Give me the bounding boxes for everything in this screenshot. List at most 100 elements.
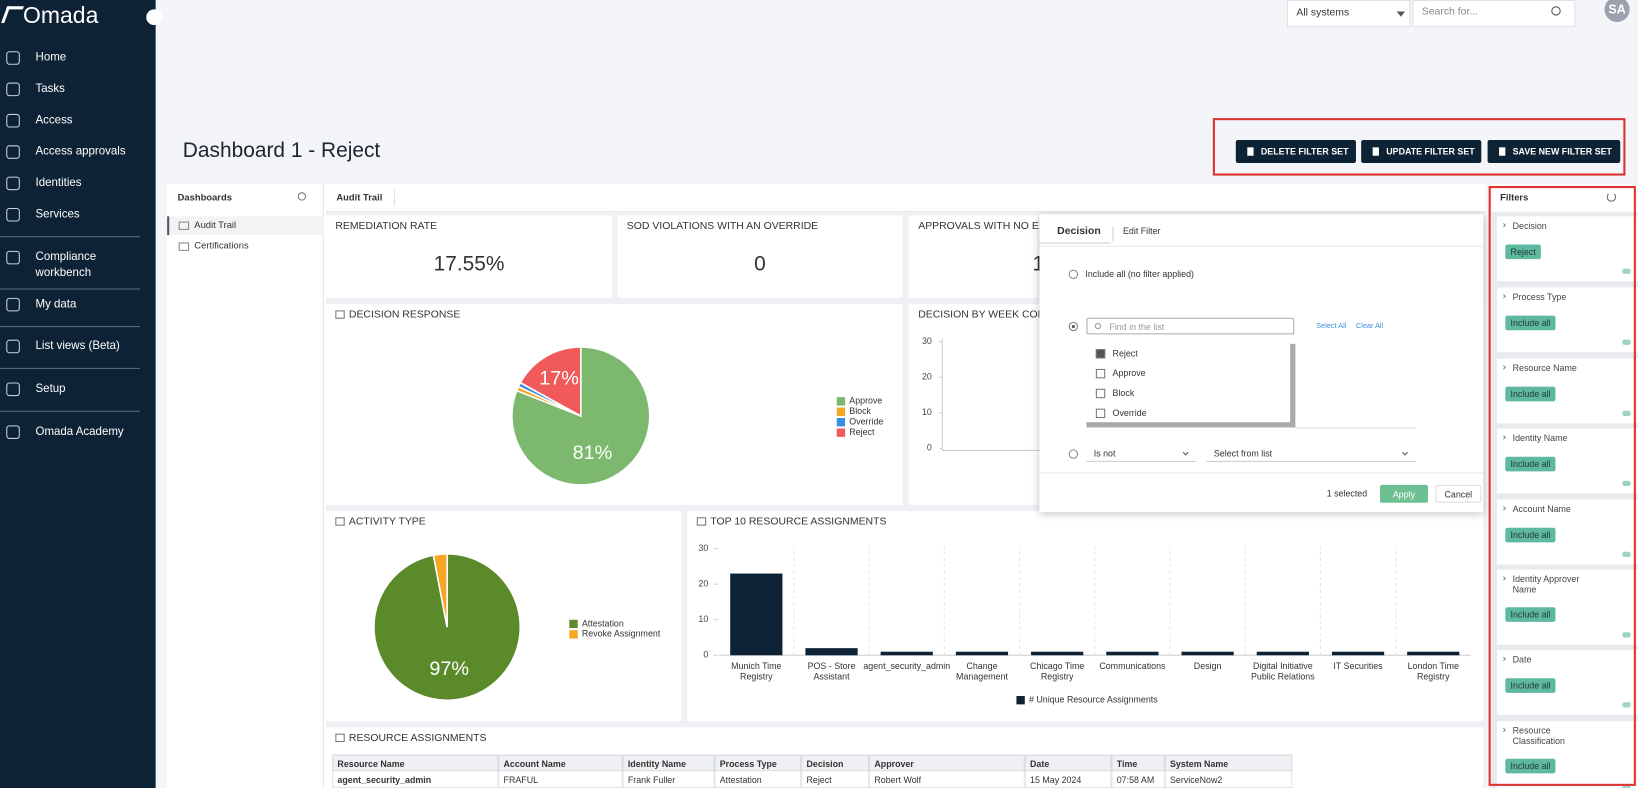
filter-name[interactable]: Account Name bbox=[1512, 503, 1571, 515]
option-label[interactable]: Approve bbox=[1112, 367, 1146, 379]
button-label[interactable]: Apply bbox=[1392, 489, 1416, 500]
popup-tab[interactable]: Edit Filter bbox=[1122, 225, 1161, 237]
y-tick-label: 20 bbox=[698, 579, 708, 589]
nav-item[interactable]: Compliance workbench bbox=[35, 250, 97, 280]
bar bbox=[1181, 651, 1234, 656]
nav-item[interactable]: Tasks bbox=[35, 82, 65, 96]
dashboard-item[interactable]: Certifications bbox=[194, 240, 249, 251]
nav-item[interactable]: List views (Beta) bbox=[35, 339, 120, 353]
table-header-cell: Resource Name bbox=[332, 754, 499, 772]
filter-chip[interactable]: Include all bbox=[1505, 315, 1556, 331]
pie-slice bbox=[432, 553, 448, 628]
filter-name[interactable]: Resource Name bbox=[1512, 362, 1577, 374]
nav-item[interactable]: Home bbox=[35, 51, 67, 64]
option-label[interactable]: Reject bbox=[1112, 348, 1138, 359]
action-button[interactable]: SAVE NEW FILTER SET bbox=[1487, 140, 1621, 164]
radio[interactable] bbox=[1068, 321, 1079, 332]
filter-name[interactable]: Decision bbox=[1512, 220, 1547, 231]
nav-item[interactable]: Setup bbox=[35, 382, 66, 396]
dropdown-caret bbox=[1182, 449, 1189, 456]
action-button[interactable]: UPDATE FILTER SET bbox=[1361, 140, 1482, 164]
filter-item: Decision Reject bbox=[1496, 216, 1638, 282]
pie-label: 81% bbox=[573, 442, 613, 464]
legend-swatch bbox=[836, 397, 846, 406]
dropdown[interactable]: Is not bbox=[1086, 445, 1197, 462]
checkbox[interactable] bbox=[1095, 349, 1106, 359]
collapse-button[interactable] bbox=[146, 9, 162, 26]
kpi-value: 0 bbox=[754, 252, 766, 276]
kpi-value: 17.55% bbox=[433, 252, 505, 276]
filter-name[interactable]: Identity Approver Name bbox=[1512, 573, 1580, 595]
button-label[interactable]: UPDATE FILTER SET bbox=[1386, 146, 1475, 157]
table-cell: ServiceNow2 bbox=[1164, 771, 1293, 788]
legend-swatch bbox=[1016, 696, 1025, 705]
filter-item: Date Include all bbox=[1496, 650, 1638, 715]
filter-chip[interactable]: Reject bbox=[1505, 244, 1541, 260]
table-cell: 07:58 AM bbox=[1111, 771, 1165, 788]
clear-all-link[interactable]: Clear All bbox=[1355, 322, 1384, 331]
search-placeholder[interactable]: Search for... bbox=[1421, 6, 1479, 18]
checkbox[interactable] bbox=[1095, 368, 1106, 379]
column-header[interactable]: Approver bbox=[874, 758, 914, 770]
column-header[interactable]: Process Type bbox=[719, 758, 777, 770]
dropdown[interactable]: Select from list bbox=[1206, 445, 1416, 462]
dashboard-item[interactable]: Audit Trail bbox=[194, 219, 237, 230]
toggle-icon bbox=[1622, 410, 1631, 416]
nav-item[interactable]: Access approvals bbox=[35, 145, 126, 158]
table-header-cell: Account Name bbox=[498, 754, 623, 772]
nav-item[interactable]: My data bbox=[35, 297, 77, 311]
checkbox[interactable] bbox=[1095, 388, 1106, 399]
table-cell: Attestation bbox=[714, 771, 802, 788]
dropdown-text: Is not bbox=[1093, 448, 1116, 459]
button-label[interactable]: DELETE FILTER SET bbox=[1260, 146, 1349, 157]
x-tick-label: London Time Registry bbox=[1407, 660, 1459, 682]
column-header[interactable]: Identity Name bbox=[627, 758, 687, 770]
radio[interactable] bbox=[1068, 269, 1079, 280]
select-text[interactable]: All systems bbox=[1296, 7, 1350, 19]
nav-item[interactable]: Services bbox=[35, 207, 80, 221]
filters-panel: Filters Decision Reject Process Type Include… bbox=[1491, 183, 1638, 788]
apply-button[interactable]: Apply bbox=[1379, 484, 1429, 503]
column-header[interactable]: Decision bbox=[806, 758, 844, 770]
filter-name[interactable]: Resource Classification bbox=[1512, 725, 1565, 747]
button-label[interactable]: SAVE NEW FILTER SET bbox=[1512, 146, 1612, 157]
column-header[interactable]: Account Name bbox=[503, 758, 566, 770]
column-header[interactable]: System Name bbox=[1169, 758, 1229, 770]
popup-tab[interactable]: Decision bbox=[1057, 225, 1101, 238]
table-cell: FRAFUL bbox=[498, 771, 623, 788]
x-tick-wrap: Munich Time Registry bbox=[719, 660, 794, 681]
filter-name[interactable]: Date bbox=[1512, 654, 1532, 665]
nav-item[interactable]: Identities bbox=[35, 176, 82, 190]
filter-chip[interactable]: Include all bbox=[1505, 527, 1556, 543]
column-header[interactable]: Resource Name bbox=[337, 758, 405, 770]
cancel-button[interactable]: Cancel bbox=[1435, 484, 1482, 503]
nav-item[interactable]: Access bbox=[35, 113, 73, 127]
checkbox[interactable] bbox=[1095, 408, 1106, 419]
column-header[interactable]: Date bbox=[1030, 758, 1050, 770]
nav-icon bbox=[6, 51, 20, 65]
radio[interactable] bbox=[1068, 449, 1079, 459]
nav-icon bbox=[6, 82, 20, 97]
card-icon bbox=[335, 733, 345, 743]
toggle-icon bbox=[1622, 632, 1631, 638]
option-label[interactable]: Block bbox=[1112, 387, 1135, 399]
select-all-link[interactable]: Select All bbox=[1316, 322, 1347, 331]
option-label[interactable]: Override bbox=[1112, 407, 1147, 419]
filter-chip[interactable]: Include all bbox=[1505, 456, 1556, 472]
filter-chip[interactable]: Include all bbox=[1505, 678, 1556, 693]
filter-chip[interactable]: Include all bbox=[1505, 758, 1556, 774]
filter-name[interactable]: Identity Name bbox=[1512, 432, 1568, 444]
nav-item[interactable]: Omada Academy bbox=[35, 425, 124, 438]
table-header-cell: System Name bbox=[1164, 754, 1293, 772]
filter-name[interactable]: Process Type bbox=[1512, 291, 1567, 303]
cell-text: FRAFUL bbox=[503, 774, 539, 785]
filter-chip[interactable]: Include all bbox=[1505, 386, 1556, 402]
filter-chip[interactable]: Include all bbox=[1505, 607, 1556, 622]
button-label[interactable]: Cancel bbox=[1444, 489, 1473, 500]
find-placeholder[interactable]: Find in the list bbox=[1109, 321, 1165, 333]
tab-label[interactable]: Audit Trail bbox=[336, 192, 383, 203]
action-button[interactable]: DELETE FILTER SET bbox=[1235, 140, 1356, 164]
find-box: Find in the list bbox=[1086, 317, 1295, 335]
column-header[interactable]: Time bbox=[1116, 758, 1138, 770]
nav-icon bbox=[6, 382, 20, 397]
